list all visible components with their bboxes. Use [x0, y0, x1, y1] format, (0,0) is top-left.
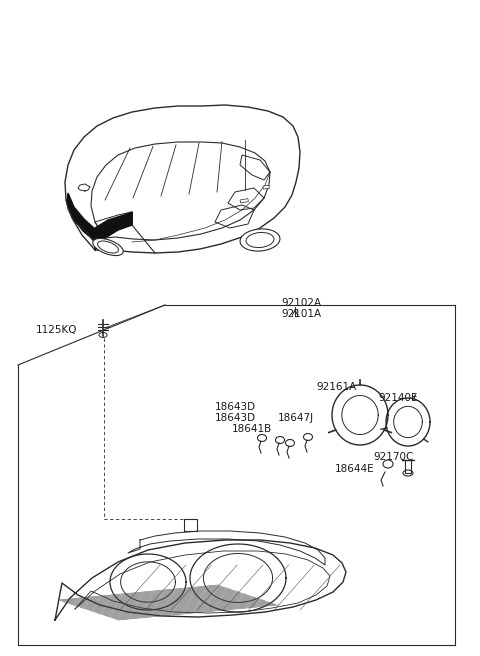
- Text: 92101A: 92101A: [281, 309, 321, 319]
- Ellipse shape: [286, 440, 295, 447]
- Ellipse shape: [303, 434, 312, 440]
- Ellipse shape: [240, 229, 280, 251]
- Text: 92161A: 92161A: [316, 382, 356, 392]
- Text: 18641B: 18641B: [232, 424, 272, 434]
- Bar: [240, 199, 248, 203]
- Text: 1125KQ: 1125KQ: [36, 325, 77, 335]
- Text: 18647J: 18647J: [278, 413, 314, 423]
- Text: 18644E: 18644E: [335, 464, 374, 474]
- Ellipse shape: [99, 333, 107, 337]
- Text: 92170C: 92170C: [373, 452, 413, 462]
- Polygon shape: [67, 193, 96, 242]
- Ellipse shape: [97, 241, 119, 253]
- Text: 92140E: 92140E: [378, 393, 418, 403]
- Text: 92102A: 92102A: [281, 298, 321, 308]
- Text: 18643D: 18643D: [215, 413, 256, 423]
- Ellipse shape: [403, 470, 413, 476]
- Bar: [263, 186, 269, 189]
- Polygon shape: [95, 212, 132, 250]
- Ellipse shape: [246, 232, 274, 247]
- Text: 18643D: 18643D: [215, 402, 256, 412]
- Ellipse shape: [383, 460, 393, 468]
- Ellipse shape: [257, 434, 266, 441]
- Ellipse shape: [93, 238, 123, 256]
- Ellipse shape: [276, 436, 285, 443]
